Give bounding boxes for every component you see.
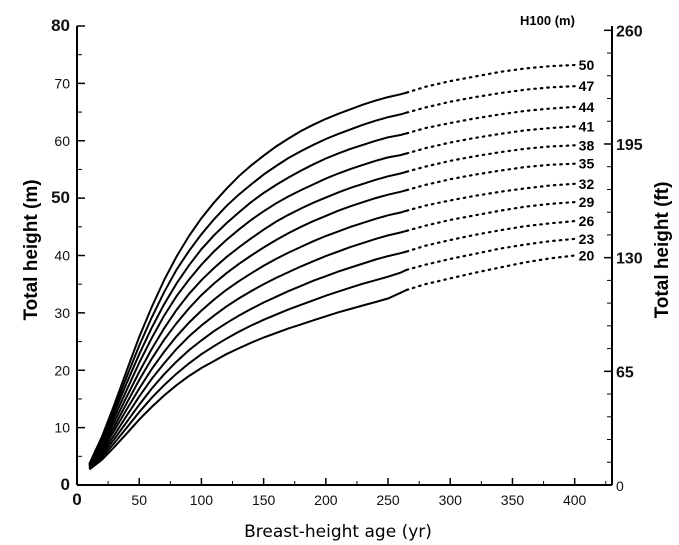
x-tick-label: 250	[376, 492, 400, 508]
curve-extrapolated-h100-29	[407, 202, 575, 231]
series-label-h100-29: 29	[579, 194, 595, 210]
y-tick-label: 40	[54, 248, 70, 264]
curve-solid-h100-32	[89, 211, 406, 468]
series-label-h100-23: 23	[579, 231, 595, 247]
y-tick-label: 20	[54, 362, 70, 378]
series-label-h100-44: 44	[579, 99, 595, 115]
curve-extrapolated-h100-41	[407, 126, 575, 153]
series-label-h100-35: 35	[579, 156, 595, 172]
curve-solid-h100-20	[89, 290, 406, 470]
axis-ticks: 0 50 100 150 200 250 300 350 4000102030405060708…	[51, 16, 643, 509]
series-label-h100-50: 50	[579, 57, 595, 73]
x-tick-label: 400	[563, 492, 587, 508]
y-tick-label: 70	[54, 75, 70, 91]
y-tick-label: 80	[51, 16, 70, 35]
x-tick-label: 50	[131, 492, 147, 508]
curve-extrapolated-h100-32	[407, 184, 575, 211]
curve-solid-h100-41	[89, 153, 406, 465]
x-tick-label: 200	[314, 492, 338, 508]
x-tick-label: 350	[501, 492, 525, 508]
y-tick-label: 0	[61, 475, 70, 494]
series-label-h100-32: 32	[579, 176, 595, 192]
curve-extrapolated-h100-38	[407, 145, 575, 171]
curve-solid-h100-35	[89, 190, 406, 467]
series-label-h100-38: 38	[579, 137, 595, 153]
x-tick-label: 0	[72, 490, 81, 509]
y-right-tick-label: 65	[616, 364, 634, 381]
x-axis-title: Breast-height age (yr)	[244, 522, 432, 542]
y-axis-right-title: Total height (ft)	[652, 182, 673, 319]
axes-frame	[77, 26, 612, 485]
series-label-h100-26: 26	[579, 213, 595, 229]
y-right-tick-label: 195	[616, 137, 643, 154]
series-label-h100-41: 41	[579, 118, 595, 134]
curve-extrapolated-h100-26	[407, 221, 575, 251]
height-curves	[89, 65, 574, 470]
y-tick-label: 60	[54, 133, 70, 149]
y-axis-title: Total height (m)	[21, 179, 42, 320]
y-right-tick-label: 0	[616, 478, 624, 494]
x-tick-label: 300	[439, 492, 463, 508]
legend-title: H100 (m)	[520, 13, 575, 28]
curve-extrapolated-h100-20	[407, 256, 575, 290]
series-label-h100-20: 20	[579, 248, 595, 264]
x-tick-label: 150	[252, 492, 276, 508]
y-right-tick-label: 260	[616, 23, 643, 40]
x-tick-label: 100	[190, 492, 214, 508]
y-right-tick-label: 130	[616, 251, 643, 268]
curve-extrapolated-h100-44	[407, 107, 575, 133]
curve-extrapolated-h100-50	[407, 65, 575, 93]
series-label-h100-47: 47	[579, 78, 595, 94]
y-tick-label: 30	[54, 305, 70, 321]
y-tick-label: 50	[51, 188, 70, 207]
y-tick-label: 10	[54, 420, 70, 436]
